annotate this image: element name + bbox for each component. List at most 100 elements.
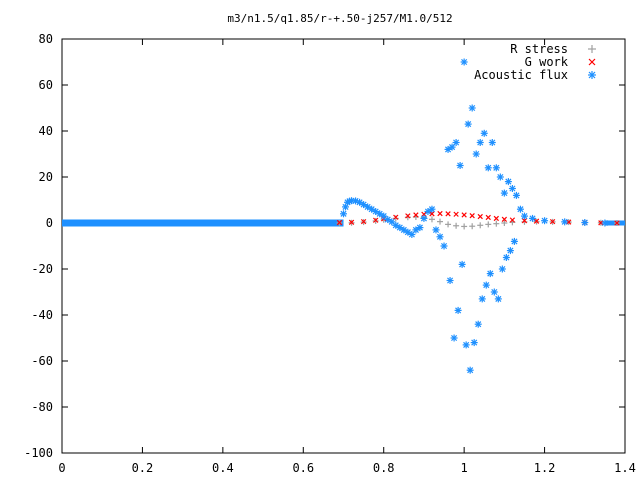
- acoustic-flux-point: [601, 219, 609, 227]
- acoustic-flux-point: [432, 226, 440, 234]
- g-work-point: [461, 212, 467, 218]
- y-tick-label: 80: [39, 32, 53, 46]
- y-tick-label: -80: [31, 400, 53, 414]
- acoustic-flux-point-stroke: [479, 295, 486, 302]
- r-stress-series: [336, 214, 620, 230]
- acoustic-flux-point-stroke: [404, 229, 411, 236]
- legend-label: Acoustic flux: [474, 68, 568, 82]
- acoustic-flux-point: [460, 58, 468, 66]
- series-layer: [62, 58, 625, 374]
- g-work-point-stroke: [453, 211, 459, 217]
- y-tick-label: 0: [46, 216, 53, 230]
- acoustic-flux-point-stroke: [497, 173, 504, 181]
- acoustic-flux-point: [446, 277, 454, 284]
- g-work-point: [493, 215, 499, 222]
- acoustic-flux-point: [436, 233, 444, 241]
- acoustic-flux-point-stroke: [485, 164, 492, 171]
- legend-marker-stroke: [588, 71, 596, 79]
- acoustic-flux-point: [480, 129, 488, 137]
- acoustic-flux-point: [500, 189, 508, 197]
- acoustic-flux-point: [408, 231, 416, 238]
- acoustic-flux-point-stroke: [509, 185, 516, 192]
- acoustic-flux-point: [458, 260, 466, 268]
- acoustic-flux-point-stroke: [368, 206, 375, 213]
- acoustic-flux-point: [494, 295, 502, 303]
- r-stress-point: [461, 223, 468, 230]
- g-work-point-stroke: [445, 211, 451, 217]
- acoustic-flux-point-stroke: [495, 295, 502, 302]
- acoustic-flux-point-stroke: [392, 222, 399, 229]
- legend-marker: [588, 58, 596, 66]
- acoustic-flux-point-stroke: [517, 206, 524, 213]
- acoustic-flux-point: [510, 237, 518, 245]
- g-work-point-stroke: [493, 215, 499, 222]
- acoustic-flux-point-stroke: [491, 288, 498, 296]
- x-tick-label: 0.8: [373, 461, 395, 475]
- axis-ticks: 0 0.2 0.4 0.6 0.8 1 1.2 1.4 -100 -80 -60 -40 -20 0 20 4…: [24, 32, 636, 475]
- r-stress-point: [453, 222, 460, 229]
- r-stress-point: [428, 216, 435, 223]
- acoustic-flux-point: [486, 270, 494, 278]
- y-tick-label: -100: [24, 446, 53, 460]
- acoustic-flux-point-stroke: [380, 213, 387, 220]
- g-work-point-stroke: [413, 212, 419, 218]
- acoustic-flux-point-stroke: [521, 213, 528, 220]
- acoustic-flux-point: [581, 219, 589, 227]
- acoustic-flux-point-stroke: [511, 238, 518, 245]
- acoustic-flux-point: [454, 306, 462, 314]
- x-tick-label: 0: [58, 461, 65, 475]
- acoustic-flux-point-stroke: [396, 224, 403, 231]
- acoustic-flux-point-stroke: [465, 121, 472, 128]
- r-stress-point: [445, 221, 452, 228]
- acoustic-flux-point-stroke: [364, 203, 371, 210]
- acoustic-flux-point: [416, 224, 424, 232]
- acoustic-flux-point-stroke: [529, 215, 536, 222]
- acoustic-flux-point: [488, 139, 496, 146]
- r-stress-point: [469, 223, 476, 230]
- acoustic-flux-point: [464, 120, 472, 128]
- acoustic-flux-point: [504, 178, 512, 186]
- g-work-point: [393, 214, 399, 220]
- acoustic-flux-point-stroke: [420, 215, 427, 222]
- y-tick-label: -20: [31, 262, 53, 276]
- g-work-point-stroke: [521, 218, 528, 224]
- x-tick-label: 1: [461, 461, 468, 475]
- r-stress-point: [485, 221, 492, 228]
- r-stress-point: [493, 220, 500, 227]
- g-work-point-stroke: [360, 218, 367, 225]
- acoustic-flux-point-stroke: [461, 58, 468, 66]
- y-tick-label: -40: [31, 308, 53, 322]
- acoustic-flux-point: [456, 162, 464, 169]
- acoustic-flux-point-stroke: [440, 242, 448, 250]
- g-work-point-stroke: [469, 212, 475, 219]
- acoustic-flux-point-stroke: [451, 334, 458, 342]
- acoustic-flux-point: [484, 164, 492, 172]
- acoustic-flux-point-stroke: [372, 208, 379, 215]
- acoustic-flux-point: [506, 247, 514, 255]
- acoustic-flux-point-stroke: [499, 265, 506, 273]
- g-work-point-stroke: [405, 213, 411, 219]
- acoustic-flux-point-stroke: [356, 199, 363, 206]
- acoustic-flux-series: [340, 58, 609, 374]
- g-work-point: [477, 213, 483, 220]
- acoustic-flux-point: [508, 185, 516, 192]
- g-work-point: [372, 217, 379, 223]
- y-tick-label: 40: [39, 124, 53, 138]
- legend-marker: [588, 45, 596, 53]
- acoustic-flux-point: [478, 295, 486, 303]
- g-work-point: [360, 218, 367, 225]
- g-work-point-stroke: [509, 217, 516, 223]
- acoustic-flux-point-stroke: [463, 341, 470, 348]
- g-work-point-stroke: [549, 218, 556, 225]
- legend-marker-stroke: [588, 58, 596, 66]
- acoustic-flux-point-stroke: [457, 162, 464, 169]
- acoustic-flux-point: [470, 339, 478, 347]
- acoustic-flux-point-stroke: [501, 190, 508, 197]
- acoustic-flux-point: [512, 191, 520, 199]
- acoustic-flux-zero-band: [62, 219, 344, 227]
- g-work-point: [429, 211, 435, 217]
- g-work-point: [469, 212, 475, 219]
- acoustic-flux-point-stroke: [477, 139, 484, 146]
- y-tick-label: -60: [31, 354, 53, 368]
